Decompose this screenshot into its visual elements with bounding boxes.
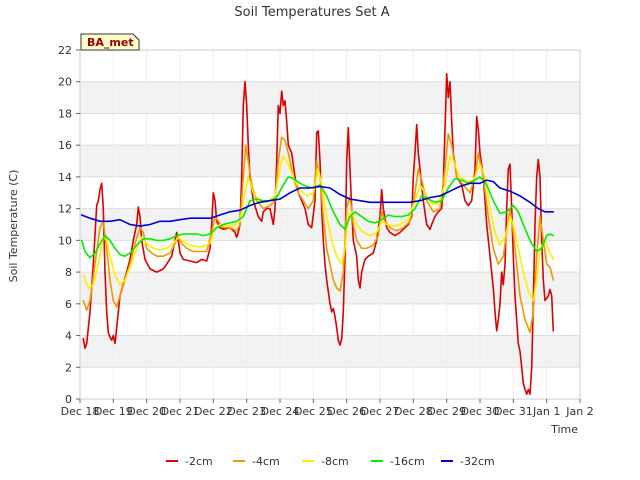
plot-frame <box>79 49 581 400</box>
legend-item: -16cm <box>371 455 425 468</box>
x-tick-label: Dec 29 <box>427 405 466 418</box>
y-tick-label: 8 <box>65 266 72 279</box>
plot-band <box>80 81 580 114</box>
legend-item: -4cm <box>233 455 280 468</box>
series-line-32cm <box>80 179 555 227</box>
y-tick-label: 10 <box>58 234 72 247</box>
plot-band <box>80 367 580 399</box>
x-tick-label: Jan 2 <box>565 405 593 418</box>
y-tick-label: 20 <box>58 76 72 89</box>
x-tick-label: Dec 19 <box>94 405 133 418</box>
legend-label: -2cm <box>185 455 213 468</box>
series-line-2cm <box>82 73 555 395</box>
y-axis-label: Soil Temperature (C) <box>7 170 20 283</box>
x-tick-label: Jan 1 <box>532 405 560 418</box>
y-tick-label: 14 <box>58 171 72 184</box>
chart-title: Soil Temperatures Set A <box>234 5 389 20</box>
plot-band <box>80 113 580 146</box>
legend-label: -16cm <box>390 455 425 468</box>
legend-label: -32cm <box>460 455 495 468</box>
series-lines <box>80 73 555 395</box>
x-tick-label: Dec 18 <box>61 405 100 418</box>
x-tick-label: Dec 25 <box>294 405 333 418</box>
legend: -2cm -4cm -8cm -16cm -32cm <box>166 455 495 468</box>
y-tick-label: 18 <box>58 107 72 120</box>
y-tick-label: 16 <box>58 139 72 152</box>
x-tick-label: Dec 23 <box>227 405 266 418</box>
x-tick-label: Dec 20 <box>127 405 166 418</box>
y-tick-label: 0 <box>65 393 72 406</box>
plot-band <box>80 145 580 177</box>
legend-label: -8cm <box>321 455 349 468</box>
plot-band <box>80 50 580 82</box>
y-tick-label: 12 <box>58 203 72 216</box>
plot-band <box>80 303 580 336</box>
x-tick-label: Dec 27 <box>361 405 400 418</box>
y-axis-ticks: 0 2 4 6 8 10 12 14 16 18 20 22 <box>58 44 80 406</box>
x-tick-label: Dec 21 <box>161 405 200 418</box>
site-label-shape <box>80 33 140 51</box>
site-label: BA_met <box>87 36 134 49</box>
plot-band <box>80 335 580 368</box>
y-tick-label: 22 <box>58 44 72 57</box>
x-tick-label: Dec 31 <box>494 405 533 418</box>
y-tick-label: 6 <box>65 298 72 311</box>
x-tick-label: Dec 24 <box>261 405 300 418</box>
x-axis-label: Time <box>550 423 578 436</box>
legend-item: -2cm <box>166 455 213 468</box>
x-tick-label: Dec 26 <box>327 405 366 418</box>
series-line-8cm <box>82 155 555 302</box>
x-tick-label: Dec 28 <box>394 405 433 418</box>
plot-background <box>80 50 580 399</box>
series-line-4cm <box>82 133 555 334</box>
y-tick-label: 4 <box>65 330 72 343</box>
legend-item: -32cm <box>441 455 495 468</box>
x-tick-label: Dec 30 <box>461 405 500 418</box>
legend-item: -8cm <box>302 455 349 468</box>
x-tick-label: Dec 22 <box>194 405 233 418</box>
y-tick-label: 2 <box>65 361 72 374</box>
site-label-box: BA_met <box>80 33 140 51</box>
legend-label: -4cm <box>252 455 280 468</box>
